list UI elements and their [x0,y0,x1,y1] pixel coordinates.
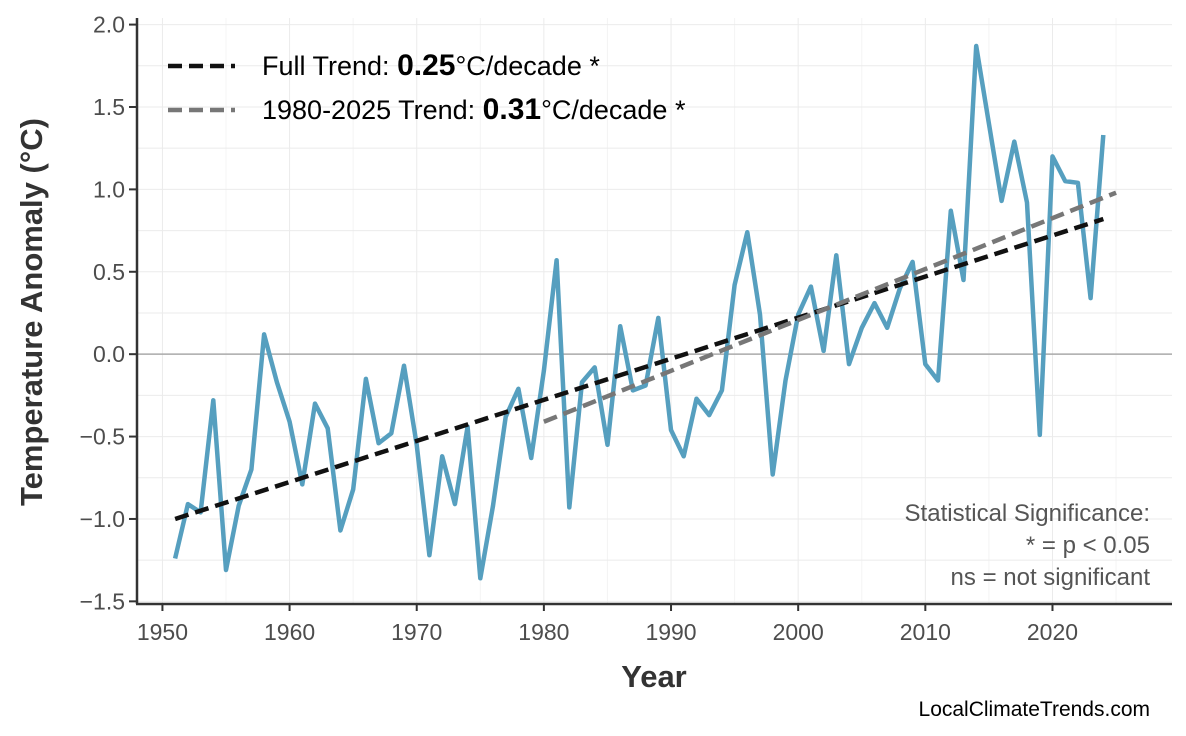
x-tick-label: 1960 [264,619,315,645]
x-ticks: 1950 1960 1970 1980 1990 2000 2010 2020 [137,603,1078,645]
x-tick-label: 1990 [645,619,696,645]
y-tick-label: 1.0 [93,176,125,202]
legend: Full Trend: 0.25°C/decade * 1980-2025 Tr… [168,49,686,126]
trend-lines [174,190,1117,522]
y-tick-label: −0.5 [80,424,125,450]
x-axis-title: Year [621,659,687,694]
x-tick-label: 2010 [900,619,951,645]
y-tick-label: −1.0 [80,506,125,532]
y-tick-label: −1.5 [80,588,125,614]
series-line [172,43,1106,581]
trend-line-1980-2025 [543,190,1117,424]
significance-note: Statistical Significance: * = p < 0.05 n… [905,500,1151,591]
significance-star: * = p < 0.05 [1026,532,1150,559]
y-tick-label: 2.0 [93,12,125,38]
x-tick-label: 2020 [1027,619,1078,645]
y-tick-label: 0.0 [93,341,125,367]
x-tick-label: 1970 [391,619,442,645]
y-ticks: −1.5 −1.0 −0.5 0.0 0.5 1.0 1.5 2.0 [80,12,137,614]
trend-line-full [174,216,1105,522]
legend-label-1980-trend: 1980-2025 Trend: 0.31°C/decade * [262,93,686,126]
x-tick-label: 1980 [518,619,569,645]
y-tick-label: 0.5 [93,259,125,285]
x-tick-label: 1950 [137,619,188,645]
significance-ns: ns = not significant [951,564,1151,591]
watermark: LocalClimateTrends.com [919,698,1150,721]
y-axis-title: Temperature Anomaly (°C) [14,118,49,506]
y-tick-label: 1.5 [93,94,125,120]
x-tick-label: 2000 [773,619,824,645]
legend-label-full-trend: Full Trend: 0.25°C/decade * [262,49,600,82]
significance-title: Statistical Significance: [905,500,1150,527]
